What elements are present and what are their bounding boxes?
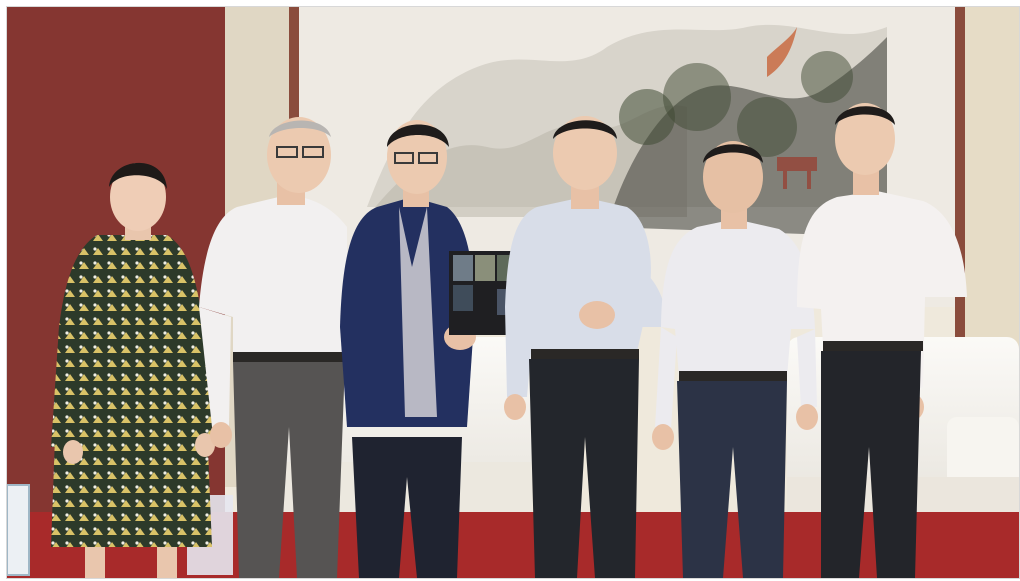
- person-man-blue-shirt-center: [504, 116, 666, 578]
- group-photo: [7, 7, 1019, 578]
- gift-bag: [7, 484, 30, 576]
- photo-frame: [6, 6, 1020, 579]
- person-man-white-shirt: [652, 141, 818, 578]
- person-man-dark-blazer: [340, 120, 476, 578]
- person-man-white-shirt-glasses: [199, 117, 347, 578]
- person-woman-patterned-dress: [51, 162, 215, 578]
- person-man-right-white-shirt: [797, 103, 967, 578]
